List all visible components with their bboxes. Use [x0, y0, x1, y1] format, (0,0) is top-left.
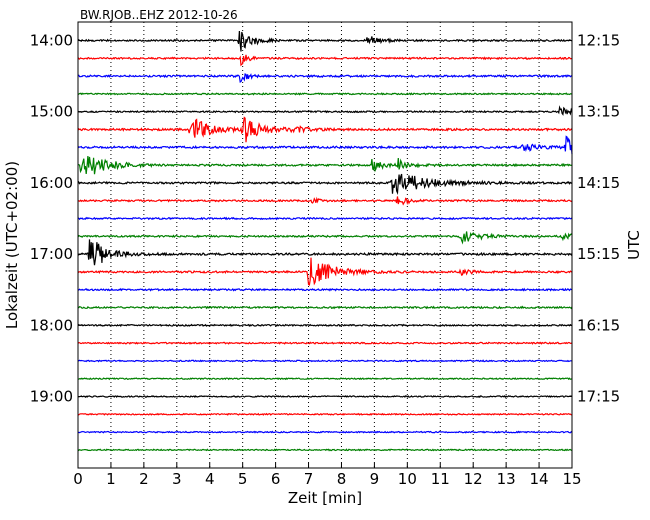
y-tick-label-left: 18:00	[30, 316, 73, 334]
x-ticks: 0 1 2 3 4 5 6 7 8 9 10 11 12 13 14 15	[73, 463, 582, 488]
traces-layer	[77, 30, 573, 452]
y-tick-label-left: 17:00	[30, 245, 73, 263]
seismic-trace	[77, 92, 573, 96]
y-tick-label-right: 16:15	[577, 316, 620, 334]
y-tick-label-right: 13:15	[577, 103, 620, 121]
seismic-trace	[77, 359, 573, 363]
y-tick-label-left: 19:00	[30, 388, 73, 406]
x-tick-label: 14	[530, 470, 549, 488]
y-tick-label-right: 15:15	[577, 245, 620, 263]
seismic-trace	[77, 323, 573, 328]
seismic-trace	[77, 412, 572, 416]
x-tick-label: 4	[205, 470, 215, 488]
y-tick-label-right: 14:15	[577, 174, 620, 192]
x-tick-label: 11	[431, 470, 450, 488]
x-axis-label: Zeit [min]	[288, 489, 362, 507]
grid-layer	[110, 22, 540, 468]
x-tick-label: 15	[562, 470, 581, 488]
seismic-trace	[78, 30, 573, 52]
chart-title: BW.RJOB..EHZ 2012-10-26	[80, 8, 238, 22]
y-tick-label-right: 12:15	[577, 32, 620, 50]
seismic-trace	[77, 196, 573, 206]
seismic-trace	[77, 216, 573, 221]
y-tick-label-left: 15:00	[30, 103, 73, 121]
x-tick-label: 9	[370, 470, 380, 488]
seismic-trace	[77, 448, 572, 452]
x-tick-label: 8	[337, 470, 347, 488]
plot-frame	[77, 21, 573, 469]
x-tick-label: 0	[73, 470, 83, 488]
y-axis-label-right: UTC	[625, 230, 643, 260]
seismic-trace	[77, 287, 573, 292]
seismic-trace	[77, 54, 573, 67]
seismic-trace	[77, 135, 573, 155]
x-tick-label: 5	[238, 470, 248, 488]
seismic-trace	[77, 341, 573, 345]
seismic-trace	[77, 305, 573, 310]
seismic-trace	[77, 116, 573, 143]
x-tick-label: 13	[497, 470, 516, 488]
seismic-trace	[77, 239, 573, 266]
y-tick-label-left: 16:00	[30, 174, 73, 192]
x-tick-label: 3	[172, 470, 182, 488]
x-tick-label: 2	[139, 470, 149, 488]
x-tick-label: 10	[398, 470, 417, 488]
seismic-trace	[77, 105, 573, 116]
y-tick-label-left: 14:00	[30, 32, 73, 50]
seismic-trace	[77, 395, 573, 399]
x-tick-label: 6	[271, 470, 281, 488]
seismic-trace	[77, 173, 573, 195]
seismic-trace	[77, 257, 573, 286]
y-tick-label-right: 17:15	[577, 388, 620, 406]
seismic-trace	[77, 377, 573, 381]
x-tick-label: 12	[464, 470, 483, 488]
x-tick-label: 1	[106, 470, 116, 488]
y-ticks: 14:00 12:15 15:00 13:15 16:00 14:15 17:00 15:15…	[30, 32, 620, 406]
seismic-trace	[77, 430, 573, 434]
seismic-trace	[77, 231, 573, 245]
x-tick-label: 7	[304, 470, 314, 488]
seismic-trace	[78, 156, 573, 175]
y-axis-label-left: Lokalzeit (UTC+02:00)	[3, 161, 21, 329]
seismic-trace	[77, 73, 573, 83]
